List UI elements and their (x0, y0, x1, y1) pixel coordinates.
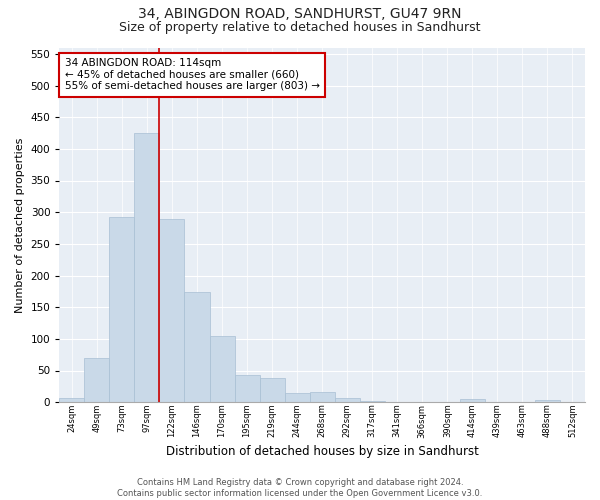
Bar (460, 399, 485, 402)
X-axis label: Distribution of detached houses by size in Sandhurst: Distribution of detached houses by size … (166, 444, 479, 458)
Bar (184, 292, 209, 402)
Y-axis label: Number of detached properties: Number of detached properties (15, 137, 25, 312)
Text: 34 ABINGDON ROAD: 114sqm
← 45% of detached houses are smaller (660)
55% of semi-: 34 ABINGDON ROAD: 114sqm ← 45% of detach… (65, 58, 320, 92)
Bar (109, 217, 134, 402)
Bar (160, 218, 184, 402)
Bar (284, 394, 310, 402)
Bar (310, 392, 335, 402)
Bar (360, 401, 385, 402)
Bar (209, 336, 235, 402)
Bar (134, 133, 160, 402)
Bar (235, 375, 260, 402)
Text: Size of property relative to detached houses in Sandhurst: Size of property relative to detached ho… (119, 21, 481, 34)
Bar (335, 398, 360, 402)
Bar (59, 398, 85, 402)
Bar (535, 400, 560, 402)
Text: Contains HM Land Registry data © Crown copyright and database right 2024.
Contai: Contains HM Land Registry data © Crown c… (118, 478, 482, 498)
Bar (85, 358, 109, 402)
Bar (260, 378, 284, 402)
Text: 34, ABINGDON ROAD, SANDHURST, GU47 9RN: 34, ABINGDON ROAD, SANDHURST, GU47 9RN (138, 8, 462, 22)
